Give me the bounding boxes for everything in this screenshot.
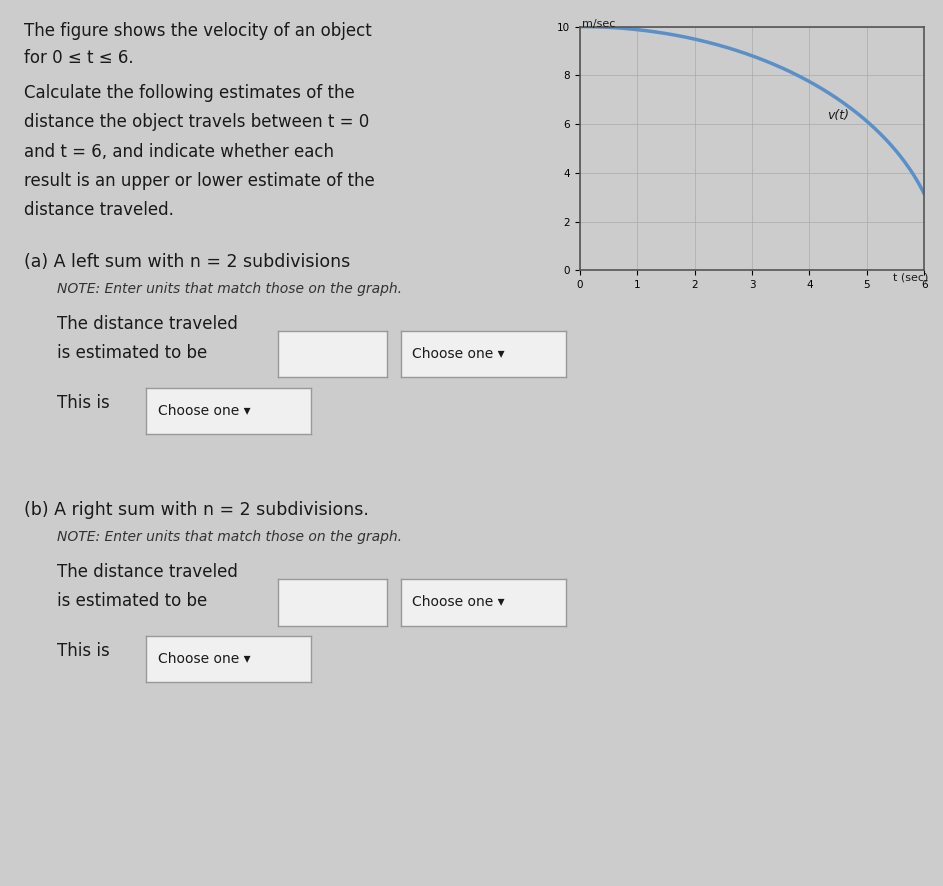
Text: This is: This is [57,394,109,412]
Text: This is: This is [57,642,109,660]
Text: NOTE: Enter units that match those on the graph.: NOTE: Enter units that match those on th… [57,530,402,544]
Text: t (sec): t (sec) [893,272,929,282]
Text: and t = 6, and indicate whether each: and t = 6, and indicate whether each [24,143,334,160]
Text: is estimated to be: is estimated to be [57,344,207,361]
Text: distance traveled.: distance traveled. [24,201,174,219]
Text: for 0 ≤ t ≤ 6.: for 0 ≤ t ≤ 6. [24,49,133,66]
Text: m/sec: m/sec [582,19,615,29]
Text: result is an upper or lower estimate of the: result is an upper or lower estimate of … [24,172,374,190]
Text: is estimated to be: is estimated to be [57,592,207,610]
Text: Calculate the following estimates of the: Calculate the following estimates of the [24,84,355,102]
Text: The distance traveled: The distance traveled [57,315,238,332]
Text: Choose one ▾: Choose one ▾ [412,347,505,361]
Text: (a) A left sum with n = 2 subdivisions: (a) A left sum with n = 2 subdivisions [24,253,350,270]
Text: NOTE: Enter units that match those on the graph.: NOTE: Enter units that match those on th… [57,282,402,296]
Text: Choose one ▾: Choose one ▾ [157,652,250,666]
Text: Choose one ▾: Choose one ▾ [157,404,250,418]
Text: (b) A right sum with n = 2 subdivisions.: (b) A right sum with n = 2 subdivisions. [24,501,369,518]
Text: distance the object travels between t = 0: distance the object travels between t = … [24,113,369,131]
Text: Choose one ▾: Choose one ▾ [412,595,505,610]
Text: The figure shows the velocity of an object: The figure shows the velocity of an obje… [24,22,372,40]
Text: v(t): v(t) [827,109,849,122]
Text: The distance traveled: The distance traveled [57,563,238,580]
